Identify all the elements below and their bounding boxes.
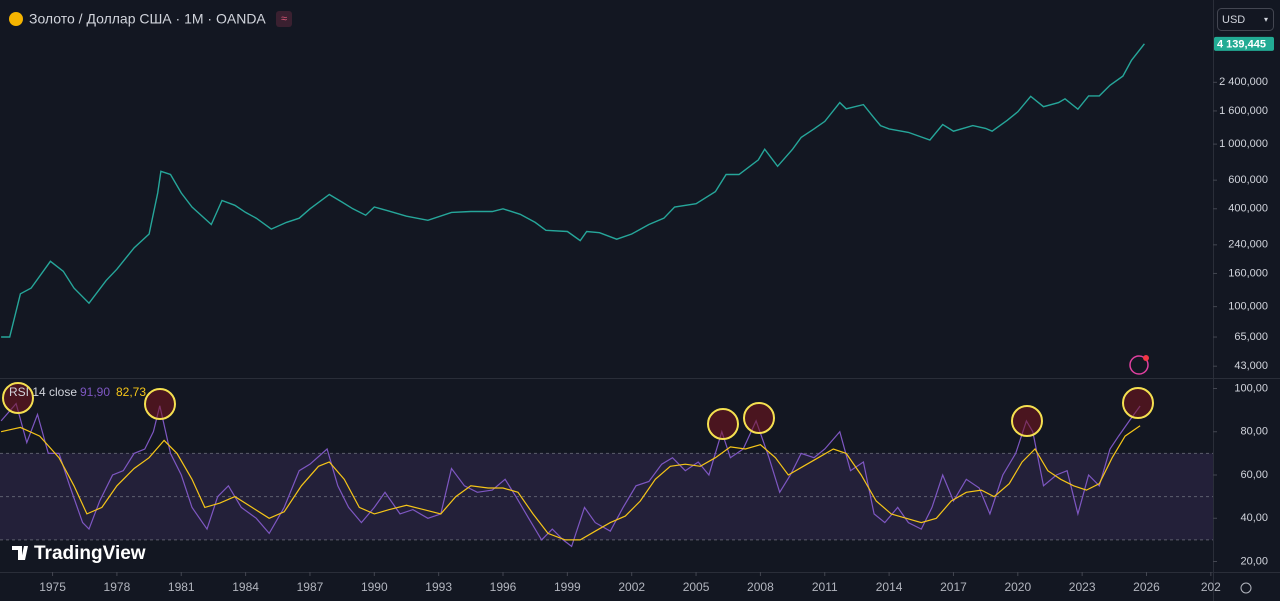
- indicator-badge[interactable]: [276, 11, 292, 27]
- legend-value: 91,90: [80, 385, 110, 399]
- y-tick-label: 2 400,000: [1219, 76, 1268, 88]
- peak-circle: [707, 408, 739, 440]
- x-tick-label: 1996: [490, 580, 517, 594]
- indicator-line: [0, 425, 1141, 541]
- watermark-text: TradingView: [34, 543, 146, 564]
- y-tick-label: 160,000: [1228, 267, 1268, 279]
- peak-circle: [1011, 405, 1043, 437]
- last-price-label: 4 139,445: [1217, 38, 1266, 50]
- x-tick-label: 1990: [361, 580, 388, 594]
- y-tick-label: 40,00: [1240, 512, 1268, 524]
- alert-dot: [1143, 355, 1149, 361]
- alert-icon[interactable]: [1129, 355, 1149, 375]
- x-tick-label: 2026: [1133, 580, 1160, 594]
- peak-circle: [1122, 387, 1154, 419]
- price-line: [1, 43, 1145, 338]
- y-tick-label: 1 000,000: [1219, 138, 1268, 150]
- y-tick-label: 600,000: [1228, 174, 1268, 186]
- x-tick-label: 1978: [104, 580, 131, 594]
- x-tick-label: 2020: [1004, 580, 1031, 594]
- last-price-box: [1214, 36, 1274, 51]
- indicator-title: RSI 14 close: [9, 385, 77, 399]
- y-tick-label: 43,000: [1234, 360, 1268, 372]
- watermark-logo: [12, 546, 28, 560]
- x-tick-label: 2023: [1069, 580, 1096, 594]
- x-tick-label: 1984: [232, 580, 259, 594]
- y-tick-label: 20,00: [1240, 555, 1268, 567]
- currency-button[interactable]: [1217, 8, 1274, 31]
- x-tick-label: 2005: [683, 580, 710, 594]
- x-tick-label: 1987: [297, 580, 324, 594]
- symbol-title[interactable]: Золото / Доллар США · 1M · OANDA: [29, 11, 266, 27]
- alert-ring: [1129, 355, 1149, 375]
- dropdown-arrow: ▾: [1264, 15, 1268, 24]
- legend-value: 82,73: [116, 385, 146, 399]
- y-tick-label: 400,000: [1228, 203, 1268, 215]
- x-tick-label: 2017: [940, 580, 967, 594]
- x-tick-label: 1999: [554, 580, 581, 594]
- y-tick-label: 100,000: [1228, 301, 1268, 313]
- peak-circle: [144, 388, 176, 420]
- y-tick-label: 60,00: [1240, 469, 1268, 481]
- x-tick-label: 2008: [747, 580, 774, 594]
- currency-label: USD: [1222, 14, 1245, 26]
- x-tick-label: 2002: [618, 580, 645, 594]
- y-tick-label: 1 600,000: [1219, 105, 1268, 117]
- settings-icon[interactable]: [1240, 582, 1252, 594]
- x-tick-label: 2014: [876, 580, 903, 594]
- badge-icon: ≈: [281, 13, 287, 25]
- y-tick-label: 100,00: [1234, 382, 1268, 394]
- y-tick-label: 65,000: [1234, 331, 1268, 343]
- peak-circles: [2, 382, 1154, 440]
- x-tick-label: 2011: [812, 580, 838, 594]
- x-tick-label: 1981: [168, 580, 195, 594]
- x-tick-label: 1975: [39, 580, 66, 594]
- y-tick-label: 80,00: [1240, 426, 1268, 438]
- peak-circle: [2, 382, 34, 414]
- y-tick-label: 240,000: [1228, 239, 1268, 251]
- symbol-icon: [9, 12, 23, 26]
- x-tick-label: 1993: [425, 580, 452, 594]
- watermark: TradingView: [12, 543, 146, 564]
- panes: [0, 43, 1213, 548]
- peak-circle: [743, 402, 775, 434]
- indicator-line: [0, 402, 1141, 548]
- x-tick-label: 202: [1201, 580, 1221, 594]
